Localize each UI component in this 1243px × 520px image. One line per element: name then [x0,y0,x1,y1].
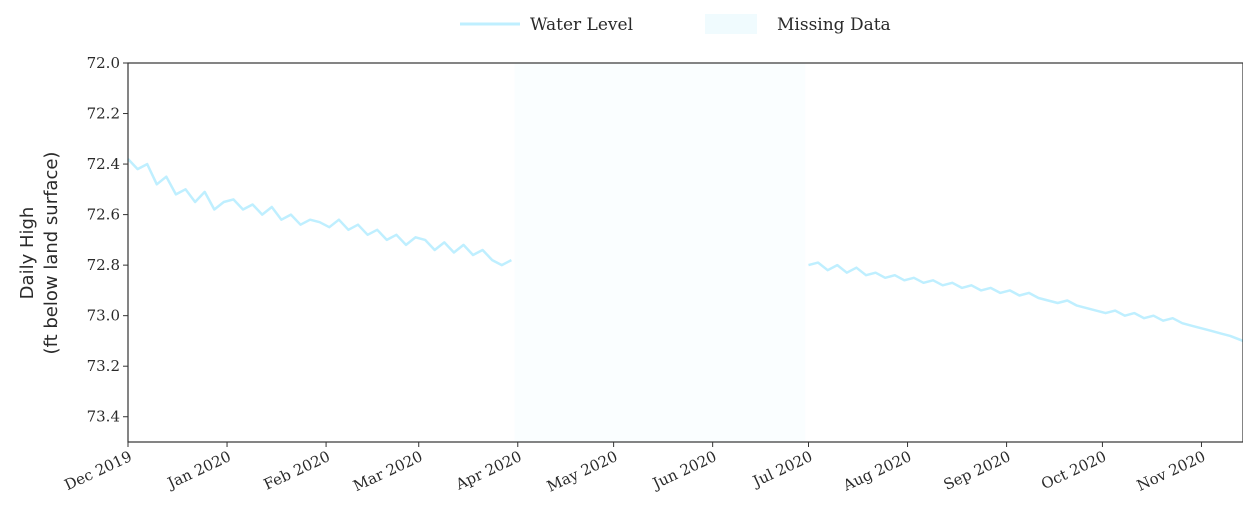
y-tick-label: 72.4 [87,155,120,173]
water-level-series [127,158,1243,343]
x-tick-label: Aug 2020 [839,447,914,495]
y-axis: 72.0 72.2 72.4 72.6 72.8 73.0 73.2 73.4 [87,54,128,426]
x-tick-label: Jun 2020 [648,447,719,493]
x-tick-label: Oct 2020 [1038,447,1109,493]
x-axis: Dec 2019 Jan 2020 Feb 2020 Mar 2020 Apr 2020… [62,442,1208,496]
x-tick-label: Apr 2020 [452,447,524,494]
y-tick-label: 73.0 [87,307,120,325]
y-axis-title-line-2: (ft below land surface) [41,152,62,355]
chart-legend: Water Level Missing Data [460,14,891,35]
y-tick-label: 72.6 [87,206,120,224]
x-tick-label: Nov 2020 [1134,447,1208,494]
x-tick-label: Feb 2020 [261,447,333,493]
y-tick-label: 73.4 [87,408,120,426]
water-level-line-segment-1 [127,158,512,267]
legend-missing-data-swatch [705,14,757,34]
water-level-line-segment-2 [808,261,1243,343]
x-tick-label: Jul 2020 [748,447,815,491]
x-tick-label: May 2020 [544,447,620,495]
y-tick-label: 72.2 [87,105,120,123]
y-tick-label: 73.2 [87,357,120,375]
y-tick-label: 72.8 [87,256,120,274]
legend-missing-data-label: Missing Data [777,15,891,35]
x-tick-label: Jan 2020 [163,447,234,493]
x-tick-label: Mar 2020 [350,447,425,495]
missing-data-band [514,63,806,442]
plot-area [127,62,1243,443]
x-tick-label: Sep 2020 [941,447,1014,494]
x-tick-label: Dec 2019 [62,447,135,494]
y-axis-title-line-1: Daily High [17,207,38,300]
legend-water-level-label: Water Level [530,15,633,35]
y-tick-label: 72.0 [87,54,120,72]
